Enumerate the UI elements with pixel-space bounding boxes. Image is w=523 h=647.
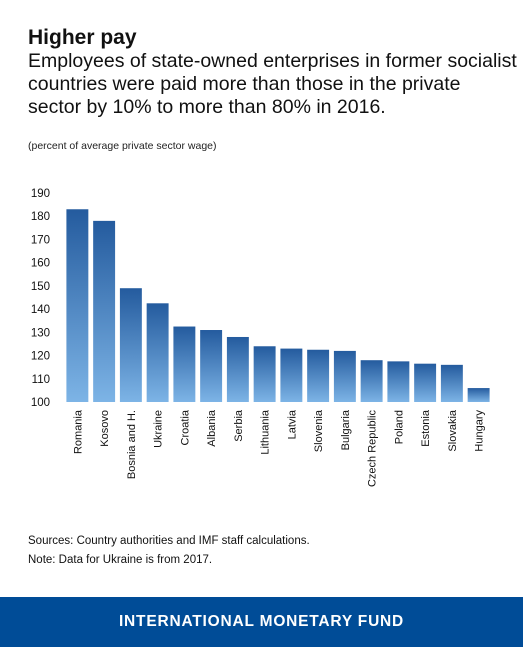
bar-albania	[200, 330, 223, 402]
bar-poland	[387, 361, 410, 402]
x-tick-label: Slovakia	[447, 409, 459, 451]
bar-chart: 100 110 120 130 140 150 160 170 180 190 Romania Ko…	[31, 188, 490, 487]
y-tick-label: 180	[31, 211, 50, 223]
x-tick-label: Albania	[206, 409, 218, 447]
bar-slovakia	[440, 364, 463, 402]
y-tick-label: 110	[32, 374, 50, 386]
x-tick-label: Latvia	[286, 409, 298, 439]
chart-title: Higher pay	[28, 26, 137, 49]
bar-kosovo	[93, 220, 116, 402]
y-tick-label: 100	[31, 397, 50, 409]
bar-slovenia	[307, 349, 330, 402]
x-tick-label: Hungary	[474, 410, 486, 452]
x-tick-label: Croatia	[179, 409, 191, 445]
sources-note: Sources: Country authorities and IMF sta…	[28, 535, 310, 547]
org-name: INTERNATIONAL MONETARY FUND	[118, 613, 405, 630]
x-tick-label: Romania	[72, 409, 84, 454]
bar-bulgaria	[333, 350, 356, 402]
bar-romania	[66, 209, 89, 402]
unit-note: (percent of average private sector wage)	[28, 140, 217, 152]
footer-bar: INTERNATIONAL MONETARY FUND	[0, 597, 523, 647]
x-axis: Romania Kosovo Bosnia and H. Ukraine Croatia…	[72, 409, 485, 487]
x-tick-label: Ukraine	[153, 410, 165, 448]
bar-latvia	[280, 348, 303, 402]
bar-ukraine	[146, 303, 169, 402]
x-tick-label: Kosovo	[99, 410, 111, 447]
y-tick-label: 130	[31, 327, 50, 339]
data-note: Note: Data for Ukraine is from 2017.	[28, 554, 213, 566]
footnotes: Sources: Country authorities and IMF sta…	[28, 532, 310, 570]
y-tick-label: 190	[31, 188, 50, 200]
bar-croatia	[173, 326, 196, 402]
y-tick-label: 140	[31, 304, 50, 316]
y-tick-label: 150	[31, 281, 50, 293]
chart-subtitle: Employees of state-owned enterprises in …	[28, 50, 517, 118]
bar-bosnia-and-h	[119, 288, 142, 402]
x-tick-label: Estonia	[420, 409, 432, 447]
x-tick-label: Poland	[393, 410, 405, 444]
x-tick-label: Lithuania	[260, 409, 272, 455]
x-tick-label: Slovenia	[313, 409, 325, 452]
y-axis: 100 110 120 130 140 150 160 170 180 190	[31, 188, 50, 409]
x-tick-label: Bulgaria	[340, 409, 352, 450]
bar-estonia	[414, 363, 437, 402]
y-tick-label: 170	[31, 234, 50, 246]
y-tick-label: 120	[31, 351, 50, 363]
x-tick-label: Serbia	[233, 409, 245, 442]
bar-hungary	[467, 388, 490, 402]
bar-lithuania	[253, 346, 276, 402]
x-tick-label: Bosnia and H.	[126, 410, 138, 479]
bar-czech-republic	[360, 360, 383, 402]
x-tick-label: Czech Republic	[367, 410, 379, 488]
bar-serbia	[226, 336, 249, 402]
y-tick-label: 160	[31, 258, 50, 270]
bars	[66, 209, 490, 402]
